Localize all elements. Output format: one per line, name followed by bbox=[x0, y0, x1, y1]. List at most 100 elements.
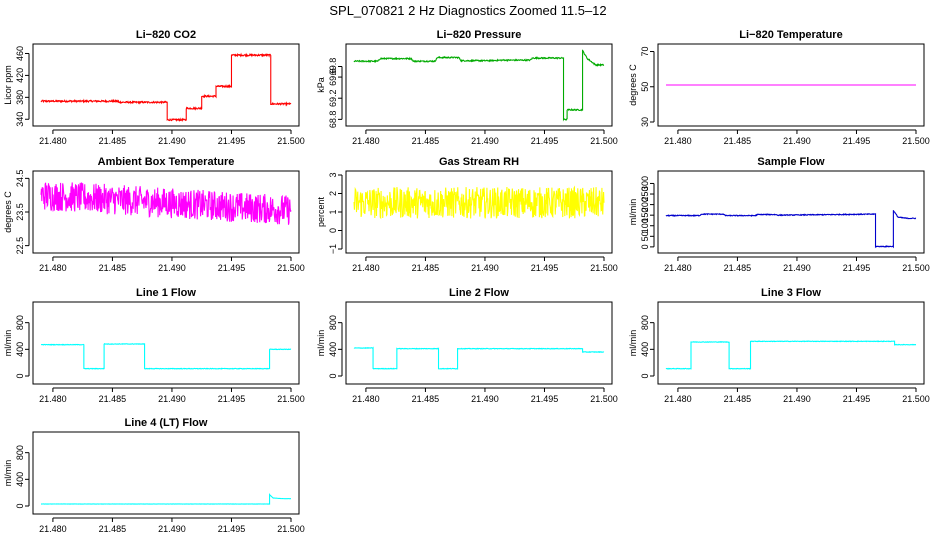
y-axis: 68.8 69.2 69.669.8 bbox=[328, 58, 343, 129]
x-axis: 21.480 21.485 21.490 21.495 21.500 bbox=[39, 256, 305, 273]
y-tick-label: 2 bbox=[328, 191, 338, 196]
x-axis: 21.480 21.485 21.490 21.495 21.500 bbox=[664, 129, 930, 146]
panel-title: Line 3 Flow bbox=[761, 287, 821, 299]
panel-title: Ambient Box Temperature bbox=[98, 156, 235, 168]
y-axis: 0 400 800 bbox=[15, 445, 30, 509]
x-tick-label: 21.480 bbox=[664, 263, 692, 273]
y-tick-label: 150 bbox=[640, 208, 650, 223]
y-axis: 0 400 800 bbox=[640, 315, 655, 379]
y-tick-label: 30 bbox=[640, 117, 650, 127]
series-line bbox=[353, 49, 605, 122]
y-tick-label: 1 bbox=[328, 209, 338, 214]
x-tick-label: 21.480 bbox=[352, 263, 380, 273]
chart-panel-9: Line 3 Flow 21.480 21.485 21.490 21.495 21.50… bbox=[628, 287, 930, 404]
y-tick-label: 100 bbox=[640, 218, 650, 233]
x-tick-label: 21.480 bbox=[352, 394, 380, 404]
panel-title: Sample Flow bbox=[757, 156, 825, 168]
x-tick-label: 21.500 bbox=[590, 136, 618, 146]
chart-panel-8: Line 2 Flow 21.480 21.485 21.490 21.495 21.50… bbox=[316, 287, 618, 404]
y-axis-label: degrees C bbox=[3, 191, 13, 233]
x-tick-label: 21.480 bbox=[664, 394, 692, 404]
x-tick-label: 21.485 bbox=[412, 394, 440, 404]
y-axis-label: kPa bbox=[316, 77, 326, 93]
y-axis: 0 400 800 bbox=[328, 315, 343, 379]
panel-title: Li−820 Pressure bbox=[437, 29, 522, 41]
y-axis-label: ml/min bbox=[3, 460, 13, 487]
x-tick-label: 21.485 bbox=[724, 394, 752, 404]
y-tick-label: 800 bbox=[328, 315, 338, 330]
x-tick-label: 21.495 bbox=[843, 394, 871, 404]
x-tick-label: 21.500 bbox=[590, 263, 618, 273]
plot-frame bbox=[32, 431, 300, 515]
y-tick-label: 420 bbox=[15, 68, 25, 83]
chart-panel-4: Ambient Box Temperature 21.480 21.485 21.49… bbox=[3, 156, 305, 273]
x-tick-label: 21.495 bbox=[843, 263, 871, 273]
y-axis-label: ml/min bbox=[628, 199, 638, 226]
series-line bbox=[353, 346, 605, 370]
x-tick-label: 21.485 bbox=[412, 263, 440, 273]
y-tick-label: 0 bbox=[640, 373, 650, 378]
y-tick-label: 0 bbox=[328, 373, 338, 378]
y-tick-label: 200 bbox=[640, 197, 650, 212]
plot-frame bbox=[345, 43, 613, 127]
series-line bbox=[40, 182, 292, 225]
plot-frame bbox=[32, 43, 300, 127]
y-tick-label: 400 bbox=[640, 342, 650, 357]
x-tick-label: 21.490 bbox=[471, 394, 499, 404]
y-tick-label: 0 bbox=[15, 373, 25, 378]
x-tick-label: 21.490 bbox=[471, 136, 499, 146]
x-tick-label: 21.500 bbox=[277, 524, 305, 534]
panel-title: Line 4 (LT) Flow bbox=[125, 417, 208, 429]
chart-panel-10: Line 4 (LT) Flow 21.480 21.485 21.490 21.495… bbox=[3, 417, 305, 534]
x-tick-label: 21.480 bbox=[39, 524, 67, 534]
y-tick-label: 69.6 bbox=[328, 68, 338, 86]
y-tick-label: 24.5 bbox=[15, 170, 25, 188]
y-axis-label: ml/min bbox=[628, 330, 638, 357]
x-axis: 21.480 21.485 21.490 21.495 21.500 bbox=[664, 387, 930, 404]
x-tick-label: 21.500 bbox=[902, 136, 930, 146]
y-tick-label: 22.5 bbox=[15, 237, 25, 255]
x-tick-label: 21.490 bbox=[783, 394, 811, 404]
chart-panel-6: Sample Flow 21.480 21.485 21.490 21.495 21.50… bbox=[628, 156, 930, 273]
x-axis: 21.480 21.485 21.490 21.495 21.500 bbox=[39, 129, 305, 146]
x-tick-label: 21.500 bbox=[902, 394, 930, 404]
y-axis: 0 400 800 bbox=[15, 315, 30, 379]
x-tick-label: 21.495 bbox=[218, 394, 246, 404]
series-line bbox=[353, 185, 605, 220]
x-tick-label: 21.485 bbox=[724, 136, 752, 146]
x-tick-label: 21.495 bbox=[531, 394, 559, 404]
x-tick-label: 21.490 bbox=[158, 263, 186, 273]
plot-frame bbox=[657, 301, 925, 385]
y-axis: 22.5 23.5 24.5 bbox=[15, 170, 30, 255]
y-tick-label: 69.2 bbox=[328, 89, 338, 107]
panel-title: Li−820 Temperature bbox=[739, 29, 842, 41]
x-tick-label: 21.490 bbox=[471, 263, 499, 273]
plot-frame bbox=[657, 170, 925, 254]
x-tick-label: 21.495 bbox=[218, 524, 246, 534]
y-tick-label: 380 bbox=[15, 90, 25, 105]
y-tick-label: 50 bbox=[640, 231, 650, 241]
y-tick-label: 69.8 bbox=[328, 58, 338, 76]
y-tick-label: 0 bbox=[15, 503, 25, 508]
series-line bbox=[40, 343, 292, 370]
x-axis: 21.480 21.485 21.490 21.495 21.500 bbox=[39, 517, 305, 534]
x-tick-label: 21.495 bbox=[843, 136, 871, 146]
x-tick-label: 21.485 bbox=[99, 524, 127, 534]
chart-panel-1: Li−820 CO2 21.480 21.485 21.490 21.495 21.500… bbox=[3, 29, 305, 146]
figure-title: SPL_070821 2 Hz Diagnostics Zoomed 11.5–… bbox=[329, 3, 606, 18]
plot-frame bbox=[32, 170, 300, 254]
x-axis: 21.480 21.485 21.490 21.495 21.500 bbox=[664, 256, 930, 273]
x-tick-label: 21.495 bbox=[218, 263, 246, 273]
x-tick-label: 21.495 bbox=[218, 136, 246, 146]
y-axis-label: ml/min bbox=[3, 330, 13, 357]
y-tick-label: 50 bbox=[640, 82, 650, 92]
y-tick-label: 70 bbox=[640, 47, 650, 57]
y-tick-label: 800 bbox=[15, 445, 25, 460]
x-tick-label: 21.480 bbox=[664, 136, 692, 146]
y-axis: 340 380 420 460 bbox=[15, 46, 30, 127]
y-axis: 30 50 70 bbox=[640, 47, 655, 127]
y-tick-label: 68.8 bbox=[328, 111, 338, 129]
x-tick-label: 21.490 bbox=[158, 394, 186, 404]
y-tick-label: 400 bbox=[15, 342, 25, 357]
